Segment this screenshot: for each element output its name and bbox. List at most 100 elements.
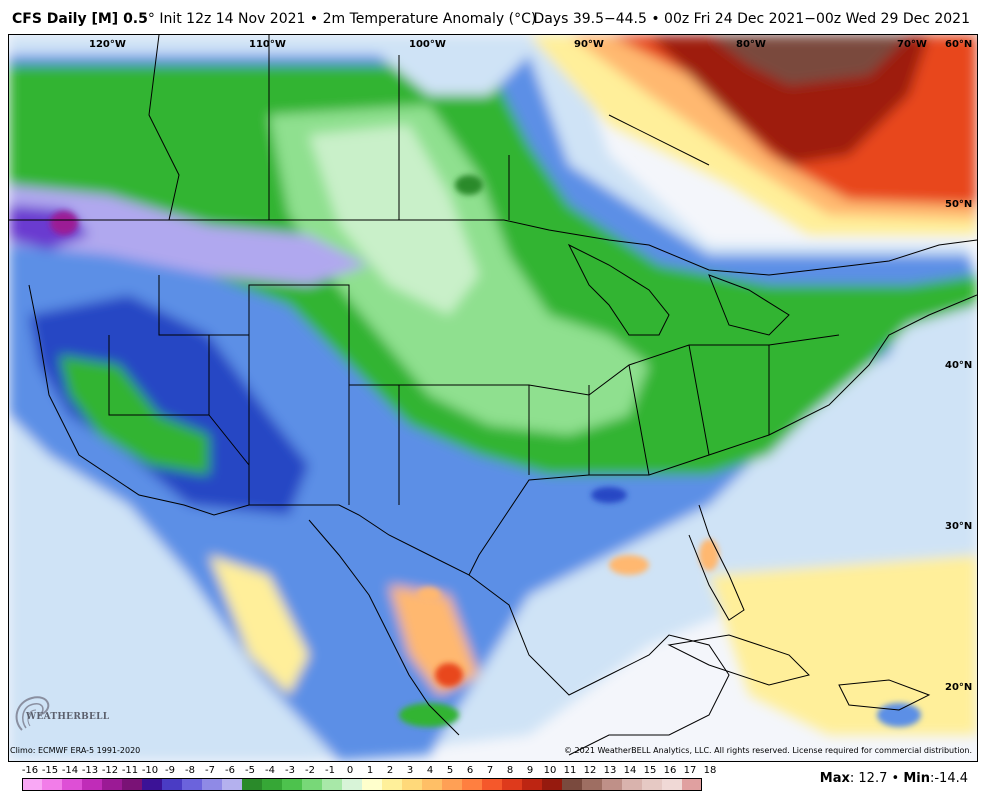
stats-separator: • [891,771,900,786]
canada-west-provinces [148,35,270,221]
colorbar [22,778,702,791]
colorbar-tick-label: 8 [506,765,514,776]
lat-label-40n: 40°N [945,360,973,371]
colorbar-swatch [582,778,603,791]
canada-provinces [398,55,710,220]
colorbar-swatch [142,778,163,791]
colorbar-swatch [202,778,223,791]
hispaniola [838,679,931,711]
us-coastline [28,284,977,576]
colorbar-swatch [502,778,523,791]
colorbar-tick-label: 1 [366,765,374,776]
colorbar-swatch [442,778,463,791]
colorbar-swatch [102,778,123,791]
colorbar-tick-label: 14 [623,765,637,776]
lat-label-20n: 20°N [945,682,973,693]
colorbar-swatch [462,778,483,791]
degree-mark: ° [147,11,155,27]
colorbar-swatch [522,778,543,791]
colorbar-tick-label: -6 [225,765,235,776]
colorbar-border [22,778,702,791]
lat-label-30n: 30°N [945,521,973,532]
lake-erie-ontario [708,274,790,336]
colorbar-tick-label: -11 [121,765,139,776]
colorbar-swatch [122,778,143,791]
colorbar-swatch [22,778,43,791]
colorbar-tick-label: 6 [466,765,474,776]
max-min-stats: Max: 12.7 • Min:-14.4 [820,771,968,786]
colorbar-tick-label: -10 [141,765,159,776]
map-header: CFS Daily [M] 0.5° Init 12z 14 Nov 2021 … [0,0,984,34]
colorbar-tick-label: -3 [285,765,295,776]
lon-label-90w: 90°W [574,39,604,50]
min-colon: : [929,771,935,786]
colorbar-swatch [62,778,83,791]
model-name: CFS Daily [M] 0.5 [12,11,148,27]
lon-label-70w: 70°W [897,39,927,50]
colorbar-swatch [342,778,363,791]
colorbar-tick-label: 16 [663,765,677,776]
colorbar-swatch [662,778,683,791]
colorbar-tick-label: -9 [165,765,175,776]
lat-label-60n: 60°N [945,39,973,50]
colorbar-tick-label: -12 [101,765,119,776]
colorbar-tick-label: 4 [426,765,434,776]
mexico-pacific-coast [308,519,460,736]
weatherbell-logo-icon [15,696,50,731]
colorbar-tick-label: -15 [41,765,59,776]
us-canada-border [9,219,977,276]
colorbar-tick-label: 10 [543,765,557,776]
colorbar-tick-label: 17 [683,765,697,776]
colorbar-swatch [82,778,103,791]
colorbar-swatch [402,778,423,791]
colorbar-tick-label: -14 [61,765,79,776]
colorbar-swatch [562,778,583,791]
lon-label-110w: 110°W [249,39,286,50]
colorbar-tick-label: 12 [583,765,597,776]
colorbar-swatch [682,778,702,791]
colorbar-swatch [602,778,623,791]
colorbar-swatch [302,778,323,791]
min-label: Min [903,771,930,786]
anomaly-field [9,35,977,761]
colorbar-swatch [42,778,63,791]
init-time: Init 12z 14 Nov 2021 [159,11,306,27]
state-lines-west [108,335,250,466]
variable-name: 2m Temperature Anomaly (°C) [322,11,537,27]
colorbar-swatch [282,778,303,791]
colorbar-swatch [222,778,243,791]
title-bullet: • [309,11,319,27]
lon-label-80w: 80°W [736,39,766,50]
max-value: 12.7 [858,771,888,786]
mexico-coast [468,574,730,756]
colorbar-tick-label: -13 [81,765,99,776]
colorbar-tick-label: 13 [603,765,617,776]
state-lines-north [158,275,840,396]
colorbar-tick-label: -8 [185,765,195,776]
colorbar-swatch [242,778,263,791]
colorbar-tick-label: 7 [486,765,494,776]
colorbar-swatch [482,778,503,791]
colorbar-swatch [382,778,403,791]
boundaries [9,35,977,756]
colorbar-tick-label: -2 [305,765,315,776]
valid-period: Days 39.5−44.5 • 00z Fri 24 Dec 2021−00z… [533,11,970,27]
colorbar-swatch [362,778,383,791]
colorbar-tick-label: -1 [325,765,335,776]
colorbar-tick-label: -4 [265,765,275,776]
lat-label-50n: 50°N [945,199,973,210]
colorbar-tick-label: 5 [446,765,454,776]
map-area: 120°W 110°W 100°W 90°W 80°W 70°W 60°N 50… [8,34,978,762]
anomaly-map [9,35,977,761]
colorbar-tick-label: -16 [21,765,39,776]
map-title: CFS Daily [M] 0.5° Init 12z 14 Nov 2021 … [12,11,536,27]
climo-note: Climo: ECMWF ERA-5 1991-2020 [10,746,141,755]
colorbar-swatch [262,778,283,791]
colorbar-swatch [182,778,203,791]
colorbar-swatch [422,778,443,791]
great-lakes [567,243,670,336]
florida [688,504,745,621]
lon-label-120w: 120°W [89,39,126,50]
copyright-note: © 2021 WeatherBELL Analytics, LLC. All r… [564,746,972,755]
lon-label-100w: 100°W [409,39,446,50]
